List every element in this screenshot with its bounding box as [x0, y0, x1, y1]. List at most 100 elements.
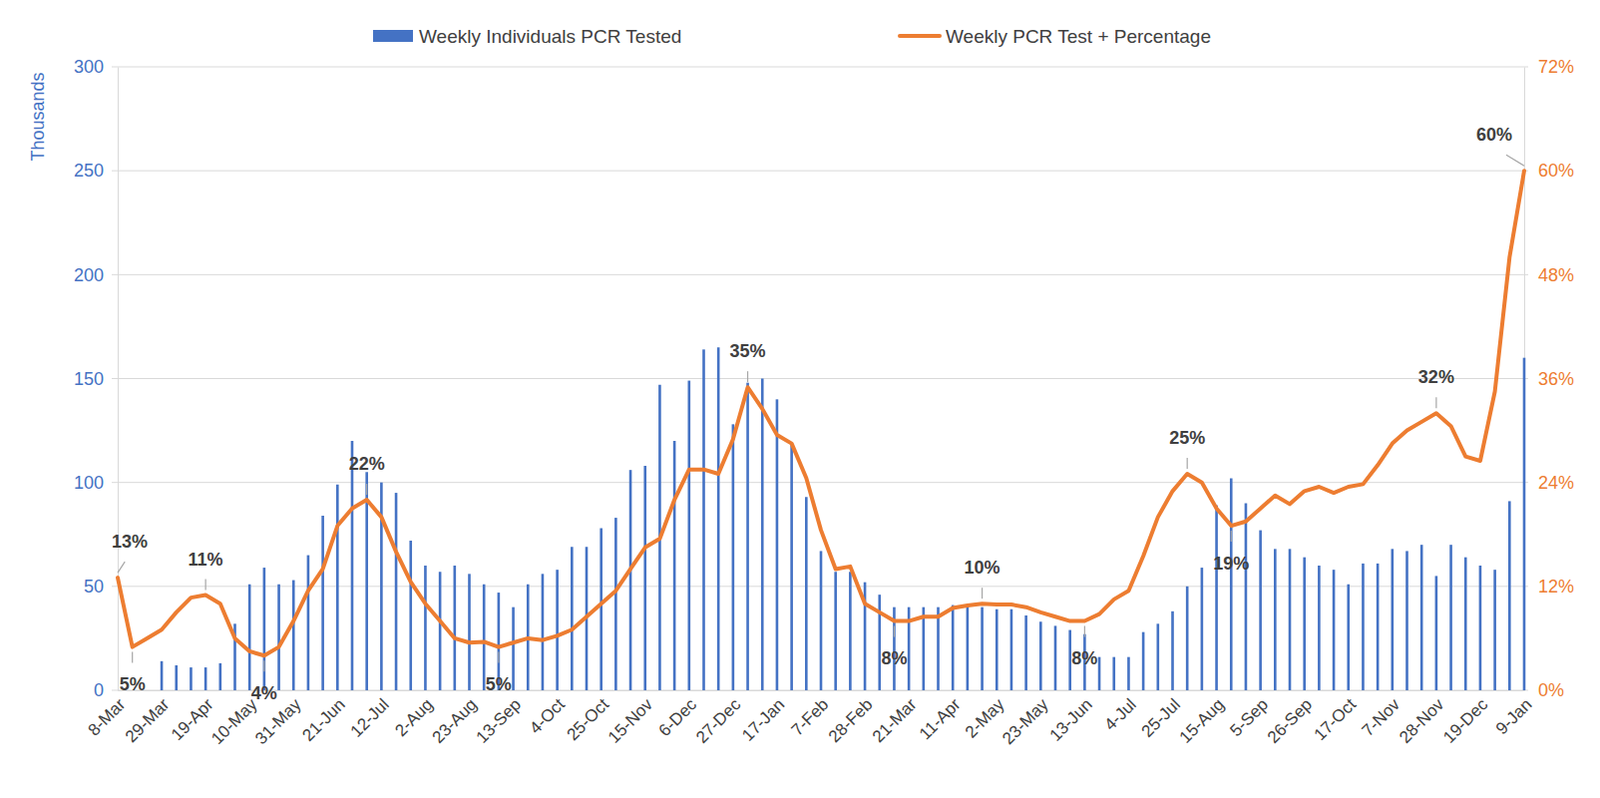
x-tick-label: 28-Feb [824, 695, 877, 748]
bar-series [160, 347, 1527, 691]
bar [599, 528, 603, 692]
x-tick: 23-Aug [428, 695, 481, 748]
x-tick: 29-Mar [121, 694, 174, 747]
bar [160, 661, 164, 691]
bar [263, 567, 267, 691]
y-tick-label: 300 [73, 56, 104, 77]
x-tick: 17-Oct [1310, 694, 1361, 745]
x-tick-label: 4-Jul [1100, 695, 1140, 735]
x-tick: 23-May [998, 694, 1053, 749]
y-tick: 50 [83, 576, 118, 597]
bar [174, 665, 178, 691]
x-tick: 28-Feb [824, 695, 877, 748]
bar [219, 663, 223, 691]
data-label: 5% [119, 674, 146, 695]
legend-item: Weekly Individuals PCR Tested [373, 25, 682, 47]
data-label: 32% [1418, 367, 1455, 388]
data-labels: 13%5%11%4%22%5%35%8%10%8%25%19%32%60% [111, 124, 1525, 704]
data-label: 13% [111, 531, 148, 552]
bar [307, 555, 311, 691]
y-tick-label: 50 [83, 576, 104, 597]
bar [776, 399, 780, 691]
leader-line [497, 652, 499, 664]
x-tick: 9-Jan [1492, 695, 1537, 740]
bar [732, 423, 736, 691]
background [0, 0, 1600, 798]
bar [248, 584, 252, 691]
leader-line [1506, 154, 1525, 166]
y-tick-label: 100 [73, 472, 104, 493]
bar [629, 469, 633, 691]
bar [614, 517, 618, 691]
x-tick-label: 27-Dec [692, 694, 746, 748]
leader-line [1435, 397, 1437, 408]
legend: Weekly Individuals PCR Tested Weekly PCR … [373, 25, 1211, 47]
bar [966, 605, 970, 691]
grid-line [111, 170, 1529, 172]
bar [877, 594, 881, 691]
bar [336, 484, 340, 691]
data-label: 25% [1169, 427, 1205, 448]
x-tick-label: 17-Oct [1310, 694, 1361, 745]
bar [511, 607, 515, 691]
bar [922, 607, 926, 691]
legend-item: Weekly PCR Test + Percentage [899, 25, 1211, 47]
y2-axis: 0%12%24%36%48%60%72% [1524, 56, 1575, 701]
bar [1229, 478, 1233, 692]
x-tick: 17-Jan [738, 695, 789, 746]
y2-tick-label: 0% [1538, 680, 1565, 701]
y2-tick: 0% [1524, 680, 1565, 701]
x-tick: 28-Nov [1395, 694, 1449, 748]
bar [980, 607, 984, 691]
x-tick-label: 17-Jan [738, 695, 789, 746]
bar [292, 580, 296, 691]
bar [1508, 500, 1512, 691]
bar [688, 381, 692, 691]
bar [833, 571, 837, 691]
x-tick: 26-Sep [1263, 695, 1316, 748]
x-tick-label: 25-Oct [563, 694, 614, 745]
bar [1523, 358, 1527, 691]
y-axis-title: Thousands [27, 71, 48, 161]
y2-tick: 72% [1524, 56, 1575, 77]
data-label: 11% [188, 549, 224, 570]
legend-swatch [899, 33, 940, 38]
chart-container: 0501001502002503000%12%24%36%48%60%72%8-… [0, 0, 1600, 798]
bar [643, 465, 647, 691]
bar [1479, 565, 1483, 691]
legend-swatch [373, 29, 413, 42]
bar [1244, 503, 1248, 692]
bar [1010, 609, 1014, 691]
bar [438, 571, 442, 691]
bar [1346, 584, 1350, 691]
bar [746, 383, 750, 691]
data-label: 35% [730, 341, 767, 362]
x-tick-label: 21-Mar [868, 694, 921, 747]
bar [1112, 657, 1116, 691]
bar [1039, 621, 1043, 691]
bar [1464, 557, 1468, 691]
bar [717, 347, 721, 691]
bar [467, 573, 471, 691]
leader-line [1084, 626, 1086, 638]
x-tick: 15-Aug [1176, 695, 1228, 748]
bar [1405, 550, 1409, 691]
x-axis: 8-Mar29-Mar19-Apr10-May31-May21-Jun12-Ju… [84, 691, 1537, 750]
x-tick: 27-Dec [692, 694, 746, 748]
x-tick: 13-Jun [1046, 695, 1097, 746]
x-tick-label: 29-Mar [121, 694, 174, 747]
x-tick: 4-Jul [1100, 695, 1140, 735]
data-label: 19% [1212, 553, 1249, 574]
leader-line [893, 626, 895, 638]
bar [1449, 544, 1453, 691]
bar [1361, 563, 1365, 691]
data-label: 8% [880, 648, 907, 669]
bar [761, 379, 765, 692]
bar [1098, 657, 1102, 691]
bar [1420, 544, 1424, 691]
data-label: 4% [251, 683, 278, 704]
bar [423, 565, 427, 691]
x-tick-label: 9-Jan [1492, 695, 1537, 740]
leader-line [981, 587, 983, 599]
y-tick-label: 150 [73, 369, 104, 390]
